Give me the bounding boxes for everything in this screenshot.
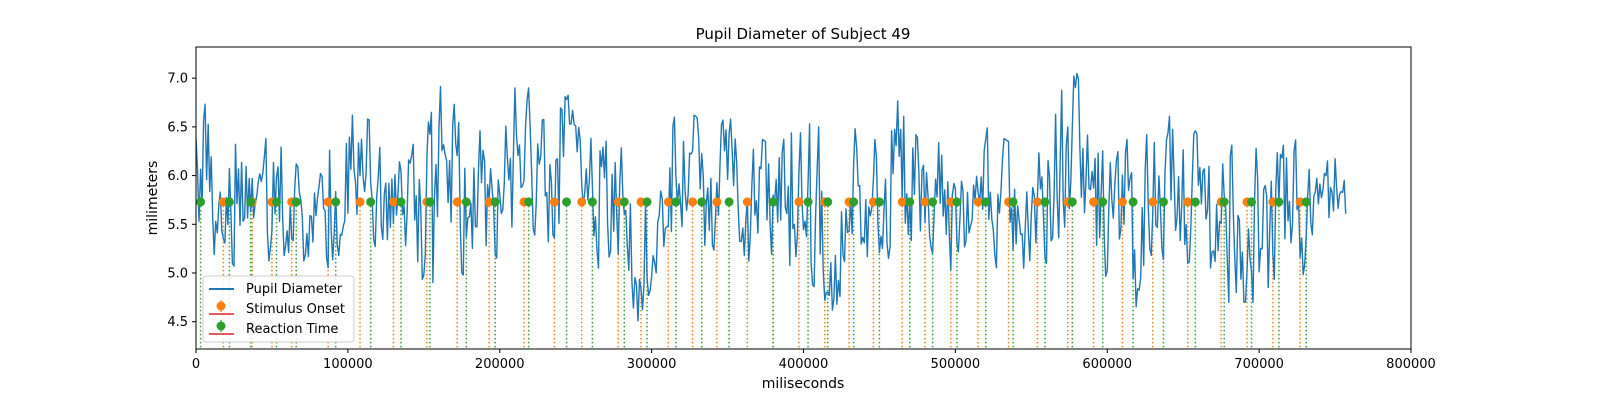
reaction-time-marker (1247, 197, 1257, 207)
reaction-time-marker (490, 197, 500, 207)
legend-entry-stimulus-onset: Stimulus Onset (209, 300, 345, 317)
x-axis: 0 100000 200000 300000 400000 500000 600000 700… (192, 349, 1436, 372)
reaction-time-marker (1158, 197, 1168, 207)
reaction-time-marker (271, 197, 281, 207)
stimulus-onset-marker (355, 197, 365, 207)
reaction-time-marker (196, 197, 206, 207)
reaction-time-marker (823, 197, 833, 207)
x-tick-label: 0 (192, 357, 200, 372)
x-tick-label: 300000 (627, 357, 677, 372)
reaction-time-marker (642, 197, 652, 207)
reaction-time-marker (1301, 197, 1311, 207)
x-tick-label: 700000 (1234, 357, 1284, 372)
x-axis-label: miliseconds (762, 376, 845, 392)
reaction-time-marker (1098, 197, 1108, 207)
reaction-time-marker (331, 197, 341, 207)
y-axis-label: milimeters (145, 161, 161, 236)
legend-box (202, 275, 355, 343)
stimulus-onset-marker (388, 197, 398, 207)
reaction-time-marker (291, 197, 301, 207)
reaction-time-marker (396, 197, 406, 207)
reaction-time-marker (981, 197, 991, 207)
reaction-time-marker (874, 197, 884, 207)
pupil-diameter-line (196, 72, 1347, 322)
x-tick-label: 400000 (779, 357, 829, 372)
y-tick-label: 5.0 (167, 267, 188, 282)
reaction-time-marker (1219, 197, 1229, 207)
legend-label-stimulus-onset: Stimulus Onset (246, 302, 345, 317)
reaction-time-marker (803, 197, 813, 207)
legend: Pupil Diameter Stimulus Onset Reaction T… (202, 275, 355, 343)
reaction-time-marker (1190, 197, 1200, 207)
stimulus-onset-marker (742, 197, 752, 207)
chart-title: Pupil Diameter of Subject 49 (696, 25, 911, 43)
reaction-time-marker (928, 197, 938, 207)
reaction-time-marker (1040, 197, 1050, 207)
x-tick-label: 500000 (931, 357, 981, 372)
reaction-time-marker (697, 197, 707, 207)
legend-label-pupil-diameter: Pupil Diameter (246, 282, 343, 297)
stimulus-onset-marker (549, 197, 559, 207)
reaction-time-marker (724, 197, 734, 207)
stimulus-onset-marker (577, 197, 587, 207)
stimulus-onset-marker (794, 197, 804, 207)
legend-entry-reaction-time: Reaction Time (209, 320, 338, 337)
reaction-time-marker (1274, 197, 1284, 207)
event-markers (196, 197, 1311, 207)
stimulus-onset-marker (897, 197, 907, 207)
reaction-time-marker (524, 197, 534, 207)
stimulus-onset-marker (1117, 197, 1127, 207)
legend-label-reaction-time: Reaction Time (246, 322, 338, 337)
stimulus-onset-marker (712, 197, 722, 207)
y-tick-label: 6.5 (167, 120, 188, 135)
reaction-time-marker (619, 197, 629, 207)
reaction-time-marker (1128, 197, 1138, 207)
reaction-time-marker (425, 197, 435, 207)
reaction-time-marker (366, 197, 376, 207)
reaction-time-marker (1008, 197, 1018, 207)
reaction-time-marker (768, 197, 778, 207)
x-tick-label: 800000 (1386, 357, 1436, 372)
x-tick-label: 200000 (475, 357, 525, 372)
reaction-time-marker (587, 197, 597, 207)
reaction-time-marker (849, 197, 859, 207)
reaction-time-marker (952, 197, 962, 207)
stimulus-onset-marker (1089, 197, 1099, 207)
pupil-diameter-layer (196, 72, 1347, 322)
stimulus-onset-marker (663, 197, 673, 207)
stimulus-onset-marker (452, 197, 462, 207)
reaction-time-marker (562, 197, 572, 207)
reaction-time-marker (905, 197, 915, 207)
x-tick-label: 100000 (323, 357, 373, 372)
x-tick-label: 600000 (1082, 357, 1132, 372)
stimulus-onset-marker (1148, 197, 1158, 207)
stimulus-onset-marker (920, 197, 930, 207)
stimulus-onset-marker (1032, 197, 1042, 207)
reaction-time-marker (224, 197, 234, 207)
stimulus-onset-marker (973, 197, 983, 207)
reaction-time-marker (461, 197, 471, 207)
legend-marker-reaction-time (216, 321, 226, 331)
reaction-time-marker (671, 197, 681, 207)
reaction-time-marker (246, 197, 256, 207)
y-tick-label: 6.0 (167, 169, 188, 184)
legend-entry-pupil-diameter: Pupil Diameter (209, 282, 343, 297)
plot-frame (195, 46, 1412, 350)
stimulus-onset-marker (688, 197, 698, 207)
stimulus-onset-marker (1183, 197, 1193, 207)
y-axis: 4.5 5.0 5.5 6.0 6.5 7.0 (167, 72, 196, 330)
legend-marker-stimulus-onset (216, 301, 226, 311)
stimulus-onset-marker (323, 197, 333, 207)
reaction-time-marker (1067, 197, 1077, 207)
y-tick-label: 4.5 (167, 315, 188, 330)
y-tick-label: 7.0 (167, 72, 188, 87)
y-tick-label: 5.5 (167, 218, 188, 233)
